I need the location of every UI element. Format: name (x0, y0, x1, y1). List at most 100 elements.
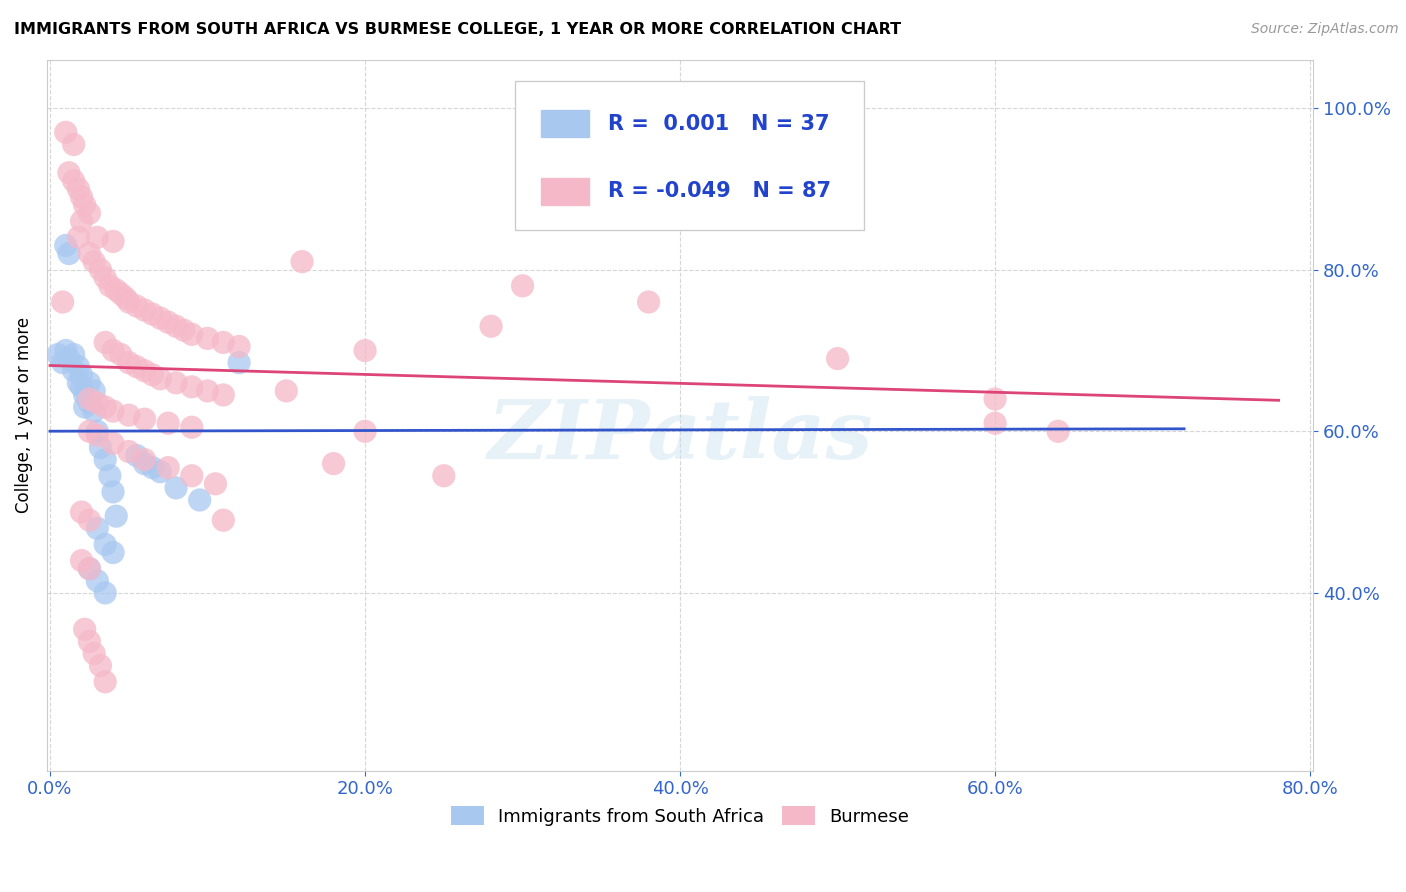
Point (62, 347, 84, 361)
Point (67, 182, 90, 196)
Point (101, 235, 124, 249)
Point (322, 457, 344, 471)
Point (70, 553, 93, 567)
Point (157, 416, 180, 430)
Point (110, 287, 132, 301)
Point (70, 380, 93, 394)
Point (94, 537, 117, 551)
Point (118, 444, 141, 458)
Point (276, 384, 298, 398)
Point (197, 331, 219, 345)
Point (114, 291, 136, 305)
Point (94, 452, 117, 467)
Point (212, 513, 235, 527)
Point (55, 343, 77, 358)
Point (94, 674, 117, 689)
Point (354, 343, 377, 358)
Point (433, 468, 456, 483)
Point (228, 339, 250, 353)
Point (197, 384, 219, 398)
Point (79, 634, 101, 648)
Point (212, 388, 235, 402)
Point (1047, 425, 1070, 439)
Point (479, 319, 502, 334)
Point (83, 647, 105, 661)
Point (125, 359, 148, 374)
Point (354, 425, 377, 439)
Point (180, 468, 202, 483)
Point (180, 327, 202, 342)
Point (157, 315, 180, 329)
Point (83, 384, 105, 398)
Point (134, 452, 156, 467)
Point (70, 368, 93, 382)
Point (89, 441, 111, 455)
Point (105, 509, 128, 524)
Point (94, 270, 117, 285)
Point (291, 254, 314, 268)
Point (79, 396, 101, 410)
Point (637, 295, 659, 310)
Point (86, 230, 108, 244)
Point (94, 586, 117, 600)
Point (180, 380, 202, 394)
Text: ZIPatlas: ZIPatlas (488, 396, 873, 476)
Point (86, 396, 108, 410)
Point (157, 460, 180, 475)
Text: R =  0.001   N = 37: R = 0.001 N = 37 (607, 113, 830, 134)
Point (86, 428, 108, 442)
Point (984, 392, 1007, 406)
Point (165, 481, 187, 495)
Point (73, 388, 96, 402)
Point (83, 404, 105, 418)
Point (134, 457, 156, 471)
Point (125, 299, 148, 313)
Point (134, 364, 156, 378)
Point (134, 412, 156, 426)
Point (118, 295, 141, 310)
Point (79, 562, 101, 576)
Bar (541, 110, 589, 137)
Point (165, 319, 187, 334)
Point (101, 404, 124, 418)
Point (79, 246, 101, 260)
Text: Source: ZipAtlas.com: Source: ZipAtlas.com (1251, 22, 1399, 37)
Point (105, 283, 128, 297)
Point (79, 425, 101, 439)
Point (70, 190, 93, 204)
Point (58, 246, 80, 260)
Text: R = -0.049   N = 87: R = -0.049 N = 87 (607, 181, 831, 202)
Point (79, 376, 101, 390)
Point (149, 372, 172, 386)
Point (101, 436, 124, 450)
Point (55, 125, 77, 139)
Point (101, 343, 124, 358)
Text: IMMIGRANTS FROM SOUTH AFRICA VS BURMESE COLLEGE, 1 YEAR OR MORE CORRELATION CHAR: IMMIGRANTS FROM SOUTH AFRICA VS BURMESE … (14, 22, 901, 37)
Point (62, 137, 84, 152)
Point (83, 254, 105, 268)
Point (118, 408, 141, 422)
Point (58, 351, 80, 366)
Point (46, 347, 69, 361)
Point (79, 392, 101, 406)
Point (79, 562, 101, 576)
Point (149, 465, 172, 479)
Point (984, 416, 1007, 430)
Point (125, 449, 148, 463)
Point (212, 335, 235, 350)
Point (89, 262, 111, 277)
Point (98, 278, 121, 293)
Point (94, 335, 117, 350)
Point (141, 368, 163, 382)
Point (70, 214, 93, 228)
Point (67, 376, 90, 390)
Point (86, 521, 108, 535)
Point (67, 230, 90, 244)
Point (58, 166, 80, 180)
Point (79, 513, 101, 527)
Point (173, 323, 195, 337)
Point (827, 351, 849, 366)
Point (86, 425, 108, 439)
Point (62, 364, 84, 378)
Point (118, 356, 141, 370)
